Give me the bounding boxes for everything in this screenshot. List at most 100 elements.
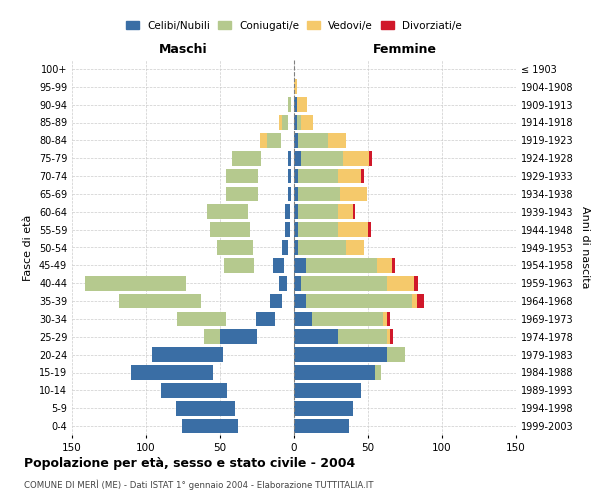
Bar: [301, 276, 387, 290]
Bar: [152, 348, 223, 362]
Bar: [387, 330, 390, 344]
Bar: [294, 204, 298, 219]
Bar: [298, 186, 340, 201]
Bar: [298, 222, 338, 237]
Bar: [285, 222, 290, 237]
Bar: [247, 222, 248, 237]
Text: Popolazione per età, sesso e stato civile - 2004: Popolazione per età, sesso e stato civil…: [24, 458, 355, 470]
Bar: [294, 133, 298, 148]
Bar: [377, 258, 392, 272]
Bar: [235, 204, 239, 219]
Bar: [282, 115, 288, 130]
Bar: [224, 258, 254, 272]
Bar: [206, 204, 248, 219]
Bar: [279, 276, 287, 290]
Bar: [244, 168, 251, 184]
Bar: [260, 133, 271, 148]
Bar: [248, 258, 251, 272]
Bar: [414, 276, 418, 290]
Bar: [288, 168, 291, 184]
Bar: [370, 151, 373, 166]
Bar: [301, 115, 313, 130]
Bar: [294, 401, 353, 415]
Bar: [119, 294, 201, 308]
Bar: [268, 133, 281, 148]
Bar: [209, 222, 250, 237]
Bar: [256, 312, 275, 326]
Bar: [294, 365, 376, 380]
Bar: [226, 168, 259, 184]
Bar: [390, 330, 393, 344]
Bar: [297, 98, 307, 112]
Bar: [297, 115, 301, 130]
Bar: [239, 222, 244, 237]
Text: COMUNE DI MERÌ (ME) - Dati ISTAT 1° gennaio 2004 - Elaborazione TUTTITALIA.IT: COMUNE DI MERÌ (ME) - Dati ISTAT 1° genn…: [24, 479, 373, 490]
Bar: [294, 312, 312, 326]
Bar: [294, 276, 301, 290]
Bar: [306, 294, 412, 308]
Bar: [387, 312, 390, 326]
Bar: [288, 151, 291, 166]
Bar: [343, 151, 370, 166]
Bar: [294, 258, 306, 272]
Bar: [282, 240, 288, 255]
Y-axis label: Fasce di età: Fasce di età: [23, 214, 33, 280]
Bar: [245, 168, 248, 184]
Bar: [271, 294, 282, 308]
Bar: [298, 204, 338, 219]
Bar: [338, 222, 368, 237]
Bar: [312, 312, 383, 326]
Bar: [273, 258, 284, 272]
Bar: [387, 276, 414, 290]
Bar: [294, 383, 361, 398]
Bar: [294, 330, 338, 344]
Bar: [226, 186, 259, 201]
Bar: [294, 186, 298, 201]
Bar: [417, 294, 424, 308]
Bar: [224, 383, 226, 398]
Bar: [392, 258, 395, 272]
Bar: [177, 312, 226, 326]
Bar: [346, 240, 364, 255]
Bar: [338, 330, 387, 344]
Bar: [294, 98, 297, 112]
Bar: [85, 276, 186, 290]
Bar: [279, 115, 284, 130]
Bar: [232, 151, 262, 166]
Bar: [294, 168, 298, 184]
Bar: [288, 186, 291, 201]
Bar: [217, 348, 220, 362]
Bar: [294, 80, 297, 94]
Bar: [328, 133, 346, 148]
Text: Maschi: Maschi: [158, 44, 208, 57]
Bar: [338, 204, 353, 219]
Bar: [294, 419, 349, 434]
Bar: [250, 240, 251, 255]
Bar: [301, 151, 343, 166]
Bar: [298, 133, 328, 148]
Bar: [338, 168, 361, 184]
Bar: [180, 276, 183, 290]
Bar: [204, 330, 230, 344]
Bar: [220, 330, 257, 344]
Bar: [298, 240, 346, 255]
Bar: [294, 240, 298, 255]
Bar: [288, 98, 291, 112]
Bar: [340, 186, 367, 201]
Legend: Celibi/Nubili, Coniugati/e, Vedovi/e, Divorziati/e: Celibi/Nubili, Coniugati/e, Vedovi/e, Di…: [122, 16, 466, 35]
Bar: [383, 312, 387, 326]
Bar: [239, 204, 244, 219]
Bar: [217, 240, 253, 255]
Bar: [306, 258, 377, 272]
Text: Femmine: Femmine: [373, 44, 437, 57]
Bar: [353, 204, 355, 219]
Bar: [161, 383, 227, 398]
Bar: [361, 168, 364, 184]
Bar: [294, 222, 298, 237]
Bar: [294, 115, 297, 130]
Bar: [131, 365, 212, 380]
Bar: [294, 294, 306, 308]
Bar: [182, 419, 238, 434]
Bar: [368, 222, 371, 237]
Bar: [298, 168, 338, 184]
